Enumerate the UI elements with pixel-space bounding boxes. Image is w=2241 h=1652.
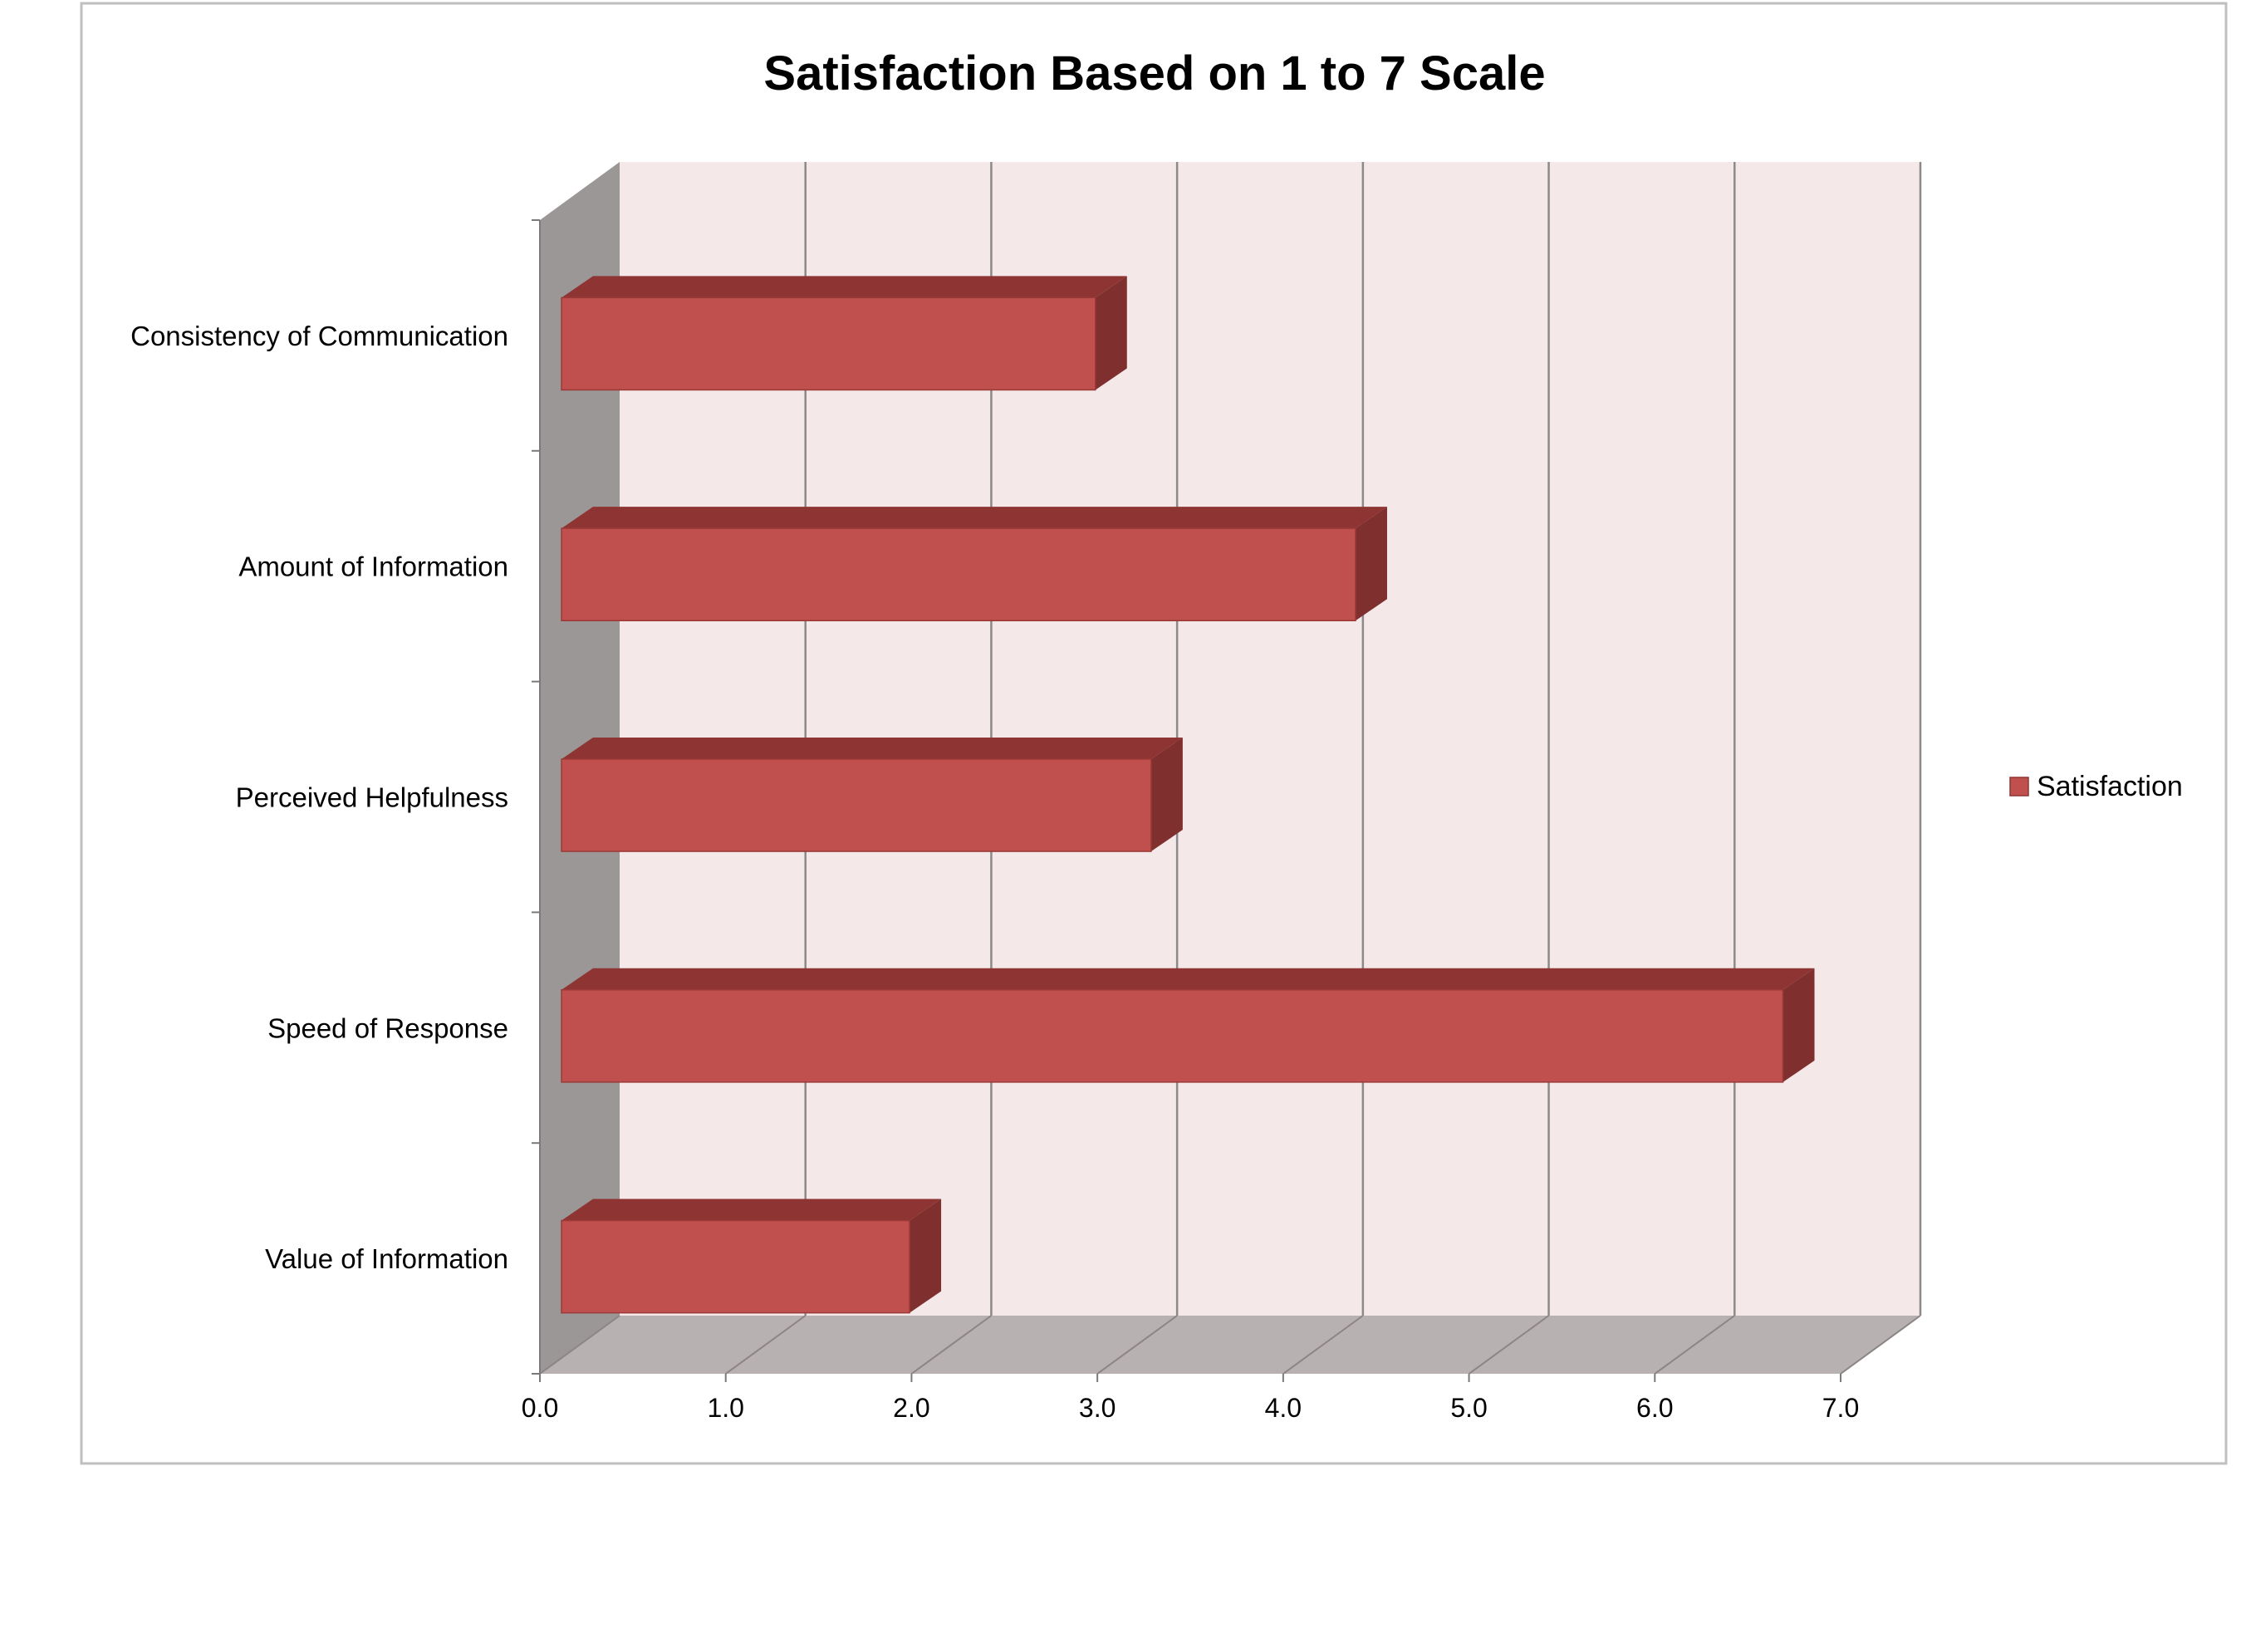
- plot-area: 0.0 1.0 2.0 3.0 4.0 5.0 6.0 7.0 Consistency of C…: [130, 162, 1922, 1423]
- bar-top: [561, 276, 1127, 298]
- floor-gridline: [725, 1315, 807, 1375]
- floor-gridline: [1840, 1315, 1921, 1375]
- x-tick-label: 7.0: [1822, 1393, 1859, 1423]
- y-tick-label: Speed of Response: [267, 1012, 508, 1043]
- y-tick-label: Value of Information: [265, 1243, 508, 1274]
- bar-side: [1355, 507, 1387, 621]
- x-tick-label: 0.0: [522, 1393, 558, 1423]
- bar: [561, 527, 1356, 622]
- bar-side: [1095, 276, 1127, 390]
- bar: [561, 1219, 910, 1314]
- floor-gridline: [910, 1315, 993, 1375]
- floor-gridline: [1282, 1315, 1364, 1375]
- x-tick-label: 2.0: [893, 1393, 929, 1423]
- bar-top: [561, 1199, 942, 1221]
- floor-gridline: [1654, 1315, 1735, 1375]
- y-tick-label: Amount of Information: [238, 551, 508, 582]
- bar: [561, 988, 1784, 1083]
- legend-label-satisfaction: Satisfaction: [2037, 771, 2183, 802]
- floor-gridline: [539, 1315, 620, 1375]
- floor-gridline: [1096, 1315, 1178, 1375]
- chart-title: Satisfaction Based on 1 to 7 Scale: [763, 47, 1545, 100]
- bar-top: [561, 507, 1387, 529]
- x-tick-label: 4.0: [1265, 1393, 1302, 1423]
- bar-side: [1150, 737, 1183, 852]
- bar: [561, 297, 1096, 391]
- bar-side: [1783, 968, 1815, 1082]
- bar-side: [910, 1199, 942, 1313]
- bar: [561, 758, 1152, 852]
- bar-top: [561, 968, 1815, 990]
- bar-top: [561, 737, 1183, 759]
- x-tick-label: 3.0: [1079, 1393, 1116, 1423]
- y-tick-label: Perceived Helpfulness: [236, 782, 508, 813]
- x-tick-label: 1.0: [707, 1393, 743, 1423]
- floor: [540, 1316, 1920, 1374]
- legend: Satisfaction: [2009, 771, 2183, 802]
- legend-swatch-satisfaction: [2009, 777, 2029, 797]
- x-tick-label: 5.0: [1450, 1393, 1487, 1423]
- y-tick-label: Consistency of Communication: [130, 321, 508, 351]
- x-tick-label: 6.0: [1636, 1393, 1673, 1423]
- floor-gridline: [1468, 1315, 1550, 1375]
